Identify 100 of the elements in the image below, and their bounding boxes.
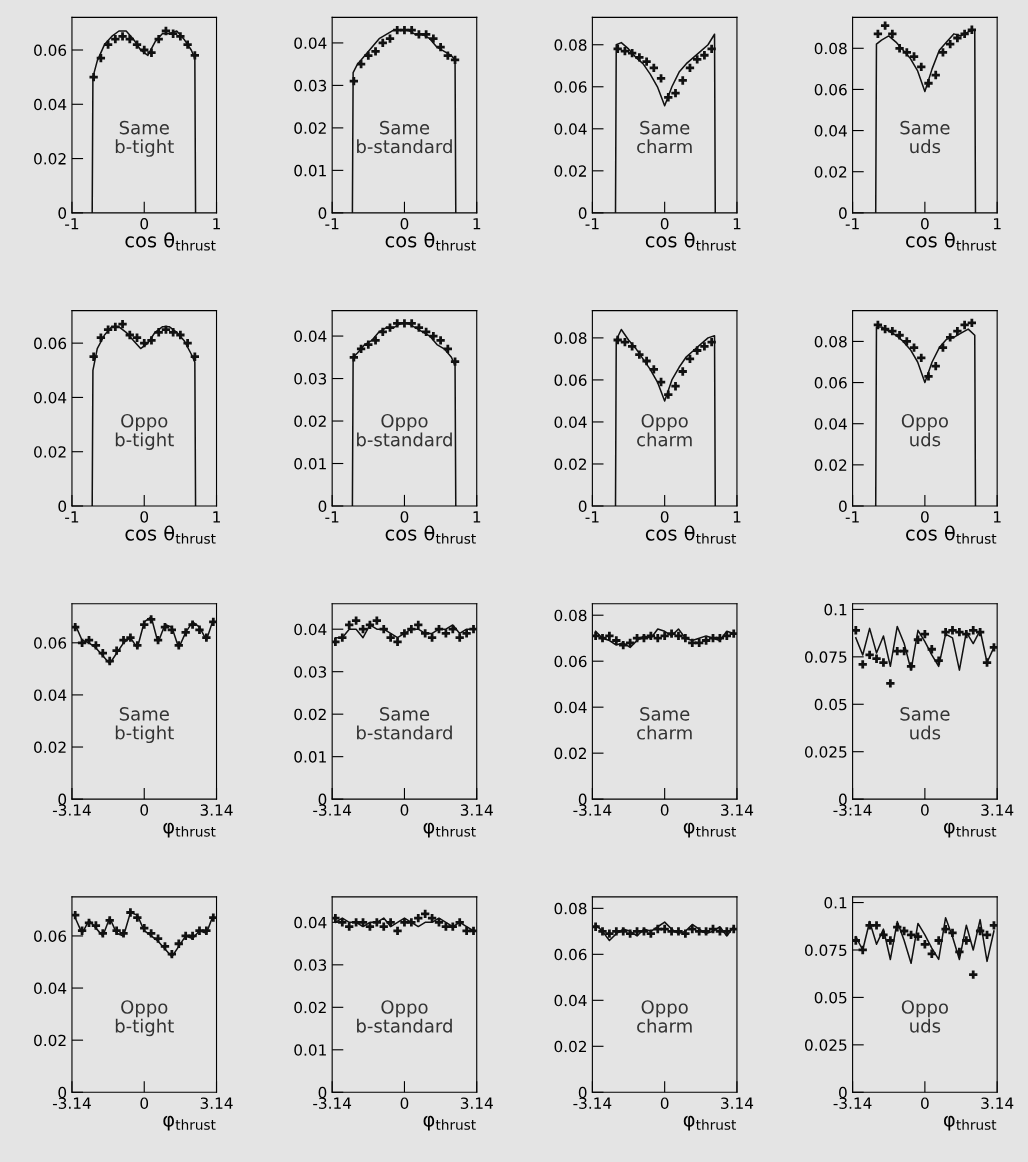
point [332,637,340,647]
x-tick-label: 0 [921,217,929,230]
point [592,631,600,641]
y-tick-label: 0.025 [805,746,847,758]
x-axis-title: cos θ$_{thrust}$ [645,525,737,544]
point [71,910,80,920]
point [920,940,930,949]
point [153,934,163,943]
x-tick-label: 0 [140,1097,149,1109]
point [386,633,395,642]
point [190,352,199,361]
point [119,636,128,645]
point [701,927,711,936]
y-tick-label: 0.01 [294,1044,326,1056]
x-axis-title: cos θ$_{thrust}$ [906,232,997,251]
x-tick-label: 3.14 [981,804,1014,816]
point [358,918,368,927]
point [722,927,731,936]
point [443,344,452,353]
point [174,641,183,650]
point [202,926,211,935]
point [147,336,156,345]
y-tick-label: 0.04 [554,701,587,714]
point [133,913,142,922]
y-tick-label: 0.04 [34,98,67,111]
annotation: Same b-tight [115,707,174,744]
point [71,623,80,632]
point [386,918,395,927]
point [678,367,687,376]
annotation: Oppo b-tight [115,1000,174,1037]
point [924,372,933,381]
x-axis-title: φ$_{thrust}$ [163,1115,216,1131]
point [852,626,860,635]
y-tick-label: 0.04 [554,994,587,1007]
point [202,633,211,642]
line-series [614,328,717,506]
x-axis-title: φ$_{thrust}$ [423,1115,476,1131]
point [125,34,134,44]
point [858,660,867,669]
x-tick-label: -3.14 [52,1097,91,1109]
x-axis-title: cos θ$_{thrust}$ [125,525,216,544]
x-tick-label: 3.14 [460,804,493,816]
y-tick-label: 0.05 [814,698,847,711]
y-tick-label: 0.02 [294,415,326,428]
y-tick-label: 0 [58,500,67,513]
annotation: Same b-standard [357,120,452,154]
y-tick-label: 0.04 [814,418,847,430]
point [140,620,149,629]
point [434,918,444,927]
point [649,365,658,374]
point [899,646,909,656]
point [693,55,702,64]
point [441,629,451,638]
annotation: Same b-tight [115,120,174,157]
annotation: Oppo uds [901,1000,948,1033]
y-tick-label: 0.01 [294,457,326,470]
point [646,929,656,938]
x-tick-label: 0 [921,804,929,816]
x-tick-label: 1 [473,218,481,230]
y-tick-label: 0.06 [554,81,587,93]
point [934,656,943,665]
y-tick-label: 0.1 [824,897,847,909]
point [167,950,177,959]
point [91,921,101,930]
x-axis-title: φ$_{thrust}$ [163,822,216,838]
point [605,631,614,641]
point [902,337,911,346]
point [667,629,676,638]
point [183,40,192,49]
point [671,382,680,391]
point [421,327,431,336]
point [953,326,962,336]
point [429,34,438,43]
y-tick-label: 0 [318,793,327,806]
point [371,336,380,345]
point [393,926,402,936]
x-tick-label: -3.14 [313,1097,352,1109]
point [605,929,614,938]
y-tick-label: 0.02 [34,1034,66,1047]
point [598,927,607,936]
point [678,76,687,85]
point [103,40,113,49]
point [649,63,658,73]
y-tick-label: 0.08 [814,335,847,348]
y-tick-label: 0.03 [294,373,327,385]
y-tick-label: 0 [318,1086,327,1099]
x-axis-title: cos θ$_{thrust}$ [385,525,476,544]
point [989,643,998,652]
point [209,913,217,922]
point [338,918,347,927]
point [140,338,149,348]
annotation: Oppo uds [901,413,948,447]
point [126,633,135,642]
x-tick-label: 1 [733,218,741,230]
point [372,616,381,625]
point [917,62,926,71]
point [700,51,709,60]
point [400,319,409,328]
annotation: Same uds [900,707,950,740]
y-tick-label: 0.02 [814,166,847,178]
